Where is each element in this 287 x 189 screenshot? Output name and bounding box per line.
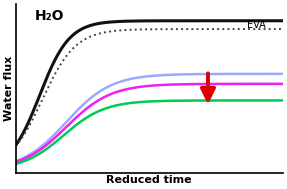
- X-axis label: Reduced time: Reduced time: [106, 175, 192, 185]
- Text: H₂O: H₂O: [34, 9, 64, 23]
- Text: EVA: EVA: [247, 20, 265, 30]
- Y-axis label: Water flux: Water flux: [4, 56, 14, 121]
